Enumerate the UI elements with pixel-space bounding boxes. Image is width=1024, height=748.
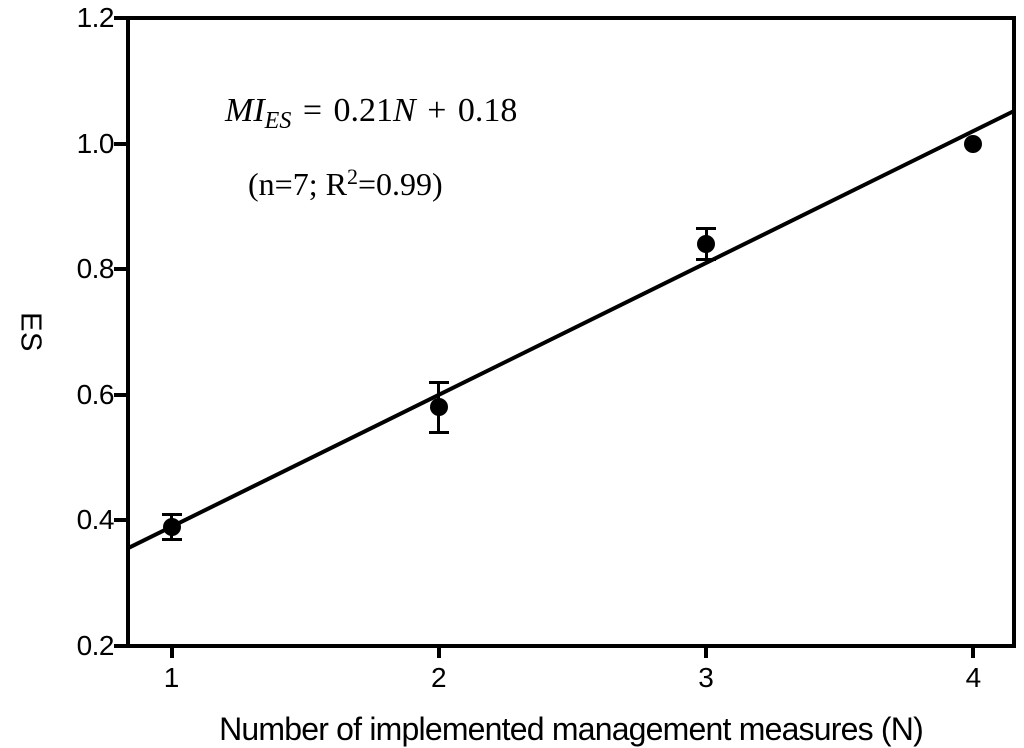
- y-tick-mark: [114, 267, 126, 272]
- x-tick-mark: [704, 648, 709, 658]
- x-tick-mark: [436, 648, 441, 658]
- y-tick-label: 0.6: [76, 378, 115, 410]
- equation-subscript: ES: [264, 108, 292, 134]
- x-tick-mark: [971, 648, 976, 658]
- equation-mid: = 0.21: [291, 92, 394, 129]
- fit-equation-annotation: MIES = 0.21N + 0.18: [225, 92, 517, 135]
- y-tick-mark: [114, 141, 126, 146]
- equation-end: + 0.18: [415, 92, 518, 129]
- data-point: [964, 134, 983, 153]
- y-tick-label: 0.4: [76, 504, 115, 536]
- y-tick-mark: [114, 518, 126, 523]
- y-tick-label: 1.0: [76, 127, 115, 159]
- equation-variable: N: [393, 92, 416, 129]
- x-tick-label: 4: [965, 662, 982, 693]
- error-bar-cap-bottom: [428, 430, 449, 434]
- error-bar-cap-top: [161, 512, 182, 516]
- error-bar-cap-top: [696, 226, 717, 230]
- plot-area: [126, 16, 1016, 648]
- data-point: [429, 398, 448, 417]
- x-tick-mark: [169, 648, 174, 658]
- y-tick-label: 1.2: [76, 2, 115, 33]
- y-tick-mark: [114, 644, 126, 648]
- y-axis-title: ES: [14, 312, 47, 352]
- y-tick-mark: [114, 16, 126, 20]
- x-tick-label: 3: [698, 662, 714, 693]
- equation-lhs: MI: [225, 92, 265, 129]
- stats-superscript: 2: [346, 164, 358, 189]
- error-bar-cap-bottom: [696, 258, 717, 262]
- x-tick-label: 2: [431, 662, 447, 693]
- regression-line: [127, 109, 1015, 550]
- x-axis-title: Number of implemented management measure…: [219, 711, 924, 747]
- y-tick-mark: [114, 392, 126, 397]
- stats-post: =0.99): [357, 166, 443, 202]
- y-tick-label: 0.8: [76, 253, 115, 285]
- x-tick-label: 1: [163, 662, 180, 693]
- data-point: [162, 517, 181, 536]
- data-point: [697, 235, 716, 254]
- stats-pre: (n=7; R: [248, 166, 347, 202]
- y-tick-label: 0.2: [76, 630, 115, 661]
- fit-stats-annotation: (n=7; R2=0.99): [248, 164, 443, 203]
- error-bar-cap-bottom: [161, 537, 182, 541]
- error-bar-cap-top: [428, 380, 449, 384]
